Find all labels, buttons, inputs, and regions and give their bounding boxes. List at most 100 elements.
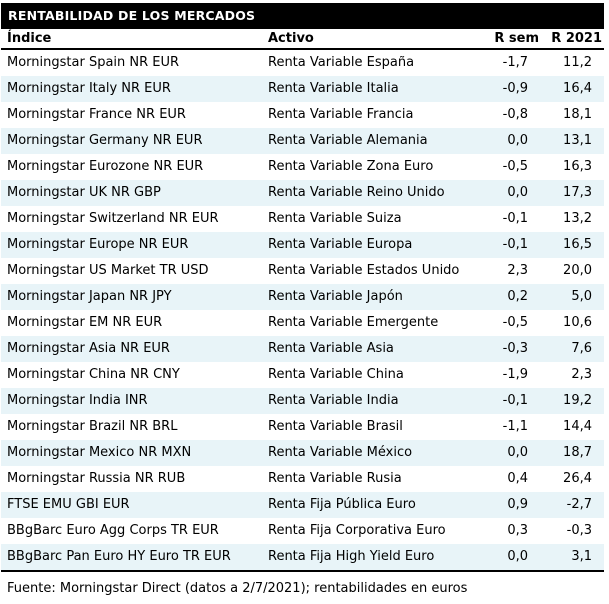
asset-name-cell: Renta Variable Europa xyxy=(268,237,413,252)
table-row: Morningstar US Market TR USD Renta Variab… xyxy=(1,258,604,284)
table-row: Morningstar EM NR EUR Renta Variable Emer… xyxy=(1,310,604,336)
index-name-cell: Morningstar Mexico NR MXN xyxy=(7,445,192,460)
table-row: BBgBarc Pan Euro HY Euro TR EUR Renta Fij… xyxy=(1,544,604,570)
report-title: RENTABILIDAD DE LOS MERCADOS xyxy=(8,8,256,23)
table-row: Morningstar Japan NR JPY Renta Variable J… xyxy=(1,284,604,310)
weekly-return-cell: 0,4 xyxy=(507,471,528,486)
table-row: BBgBarc Euro Agg Corps TR EUR Renta Fija … xyxy=(1,518,604,544)
index-name-cell: Morningstar EM NR EUR xyxy=(7,315,163,330)
table-row: Morningstar Mexico NR MXN Renta Variable … xyxy=(1,440,604,466)
table-row: Morningstar Germany NR EUR Renta Variable… xyxy=(1,128,604,154)
asset-name-cell: Renta Variable Suiza xyxy=(268,211,402,226)
weekly-return-cell: -0,8 xyxy=(502,107,528,122)
index-name-cell: Morningstar China NR CNY xyxy=(7,367,180,382)
asset-name-cell: Renta Variable México xyxy=(268,445,413,460)
table-row: FTSE EMU GBI EUR Renta Fija Pública Euro 0… xyxy=(1,492,604,518)
index-name-cell: Morningstar Asia NR EUR xyxy=(7,341,170,356)
weekly-return-cell: -1,1 xyxy=(502,419,528,434)
table-header-row: Índice Activo R sem R 2021 xyxy=(1,29,604,50)
index-name-cell: Morningstar UK NR GBP xyxy=(7,185,161,200)
column-header-activo: Activo xyxy=(268,31,314,46)
index-name-cell: Morningstar Russia NR RUB xyxy=(7,471,186,486)
weekly-return-cell: 0,0 xyxy=(507,445,528,460)
ytd-return-cell: 10,6 xyxy=(563,315,592,330)
asset-name-cell: Renta Variable Estados Unidos xyxy=(268,263,460,278)
index-name-cell: Morningstar Switzerland NR EUR xyxy=(7,211,219,226)
asset-name-cell: Renta Variable Japón xyxy=(268,289,403,304)
weekly-return-cell: -0,1 xyxy=(502,393,528,408)
asset-name-cell: Renta Fija Corporativa Euro xyxy=(268,523,446,538)
weekly-return-cell: 0,2 xyxy=(507,289,528,304)
ytd-return-cell: 13,2 xyxy=(563,211,592,226)
asset-name-cell: Renta Variable España xyxy=(268,55,415,70)
index-name-cell: Morningstar Japan NR JPY xyxy=(7,289,172,304)
table-row: Morningstar Brazil NR BRL Renta Variable … xyxy=(1,414,604,440)
index-name-cell: Morningstar France NR EUR xyxy=(7,107,186,122)
ytd-return-cell: 20,0 xyxy=(563,263,592,278)
index-name-cell: Morningstar Italy NR EUR xyxy=(7,81,171,96)
index-name-cell: BBgBarc Euro Agg Corps TR EUR xyxy=(7,523,219,538)
weekly-return-cell: -1,7 xyxy=(502,55,528,70)
column-header-r-sem: R sem xyxy=(494,31,539,46)
table-row: Morningstar Asia NR EUR Renta Variable As… xyxy=(1,336,604,362)
table-row: Morningstar France NR EUR Renta Variable … xyxy=(1,102,604,128)
table-row: Morningstar Eurozone NR EUR Renta Variabl… xyxy=(1,154,604,180)
asset-name-cell: Renta Variable Alemania xyxy=(268,133,428,148)
ytd-return-cell: 14,4 xyxy=(563,419,592,434)
ytd-return-cell: 2,3 xyxy=(571,367,592,382)
ytd-return-cell: 16,3 xyxy=(563,159,592,174)
ytd-return-cell: 16,5 xyxy=(563,237,592,252)
asset-name-cell: Renta Variable Zona Euro xyxy=(268,159,434,174)
weekly-return-cell: 0,0 xyxy=(507,133,528,148)
ytd-return-cell: 16,4 xyxy=(563,81,592,96)
index-name-cell: Morningstar Eurozone NR EUR xyxy=(7,159,204,174)
ytd-return-cell: 13,1 xyxy=(563,133,592,148)
asset-name-cell: Renta Variable China xyxy=(268,367,404,382)
weekly-return-cell: 2,3 xyxy=(507,263,528,278)
weekly-return-cell: -0,1 xyxy=(502,211,528,226)
ytd-return-cell: 11,2 xyxy=(563,55,592,70)
ytd-return-cell: 7,6 xyxy=(571,341,592,356)
report-title-bar: RENTABILIDAD DE LOS MERCADOS xyxy=(1,3,604,29)
index-name-cell: BBgBarc Pan Euro HY Euro TR EUR xyxy=(7,549,231,564)
ytd-return-cell: 5,0 xyxy=(571,289,592,304)
weekly-return-cell: -0,3 xyxy=(502,341,528,356)
weekly-return-cell: 0,3 xyxy=(507,523,528,538)
ytd-return-cell: 18,7 xyxy=(563,445,592,460)
asset-name-cell: Renta Fija Pública Euro xyxy=(268,497,416,512)
column-header-indice: Índice xyxy=(7,31,52,46)
asset-name-cell: Renta Variable Francia xyxy=(268,107,414,122)
ytd-return-cell: 18,1 xyxy=(563,107,592,122)
table-row: Morningstar China NR CNY Renta Variable C… xyxy=(1,362,604,388)
ytd-return-cell: 19,2 xyxy=(563,393,592,408)
returns-table: Índice Activo R sem R 2021 Morningstar S… xyxy=(1,29,604,572)
index-name-cell: FTSE EMU GBI EUR xyxy=(7,497,130,512)
asset-name-cell: Renta Variable Italia xyxy=(268,81,399,96)
index-name-cell: Morningstar India INR xyxy=(7,393,148,408)
table-row: Morningstar UK NR GBP Renta Variable Rein… xyxy=(1,180,604,206)
table-row: Morningstar India INR Renta Variable Indi… xyxy=(1,388,604,414)
table-row: Morningstar Italy NR EUR Renta Variable I… xyxy=(1,76,604,102)
table-body: Morningstar Spain NR EUR Renta Variable E… xyxy=(1,50,604,570)
table-row: Morningstar Europe NR EUR Renta Variable … xyxy=(1,232,604,258)
index-name-cell: Morningstar US Market TR USD xyxy=(7,263,209,278)
weekly-return-cell: 0,0 xyxy=(507,185,528,200)
asset-name-cell: Renta Variable Rusia xyxy=(268,471,402,486)
index-name-cell: Morningstar Brazil NR BRL xyxy=(7,419,178,434)
table-row: Morningstar Spain NR EUR Renta Variable E… xyxy=(1,50,604,76)
weekly-return-cell: -0,5 xyxy=(502,315,528,330)
asset-name-cell: Renta Variable India xyxy=(268,393,399,408)
weekly-return-cell: -0,5 xyxy=(502,159,528,174)
ytd-return-cell: 3,1 xyxy=(571,549,592,564)
weekly-return-cell: 0,9 xyxy=(507,497,528,512)
index-name-cell: Morningstar Germany NR EUR xyxy=(7,133,203,148)
ytd-return-cell: 26,4 xyxy=(563,471,592,486)
source-note: Fuente: Morningstar Direct (datos a 2/7/… xyxy=(7,581,468,596)
table-bottom-rule xyxy=(1,570,604,572)
weekly-return-cell: -1,9 xyxy=(502,367,528,382)
ytd-return-cell: -2,7 xyxy=(566,497,592,512)
ytd-return-cell: -0,3 xyxy=(566,523,592,538)
index-name-cell: Morningstar Europe NR EUR xyxy=(7,237,189,252)
weekly-return-cell: -0,9 xyxy=(502,81,528,96)
